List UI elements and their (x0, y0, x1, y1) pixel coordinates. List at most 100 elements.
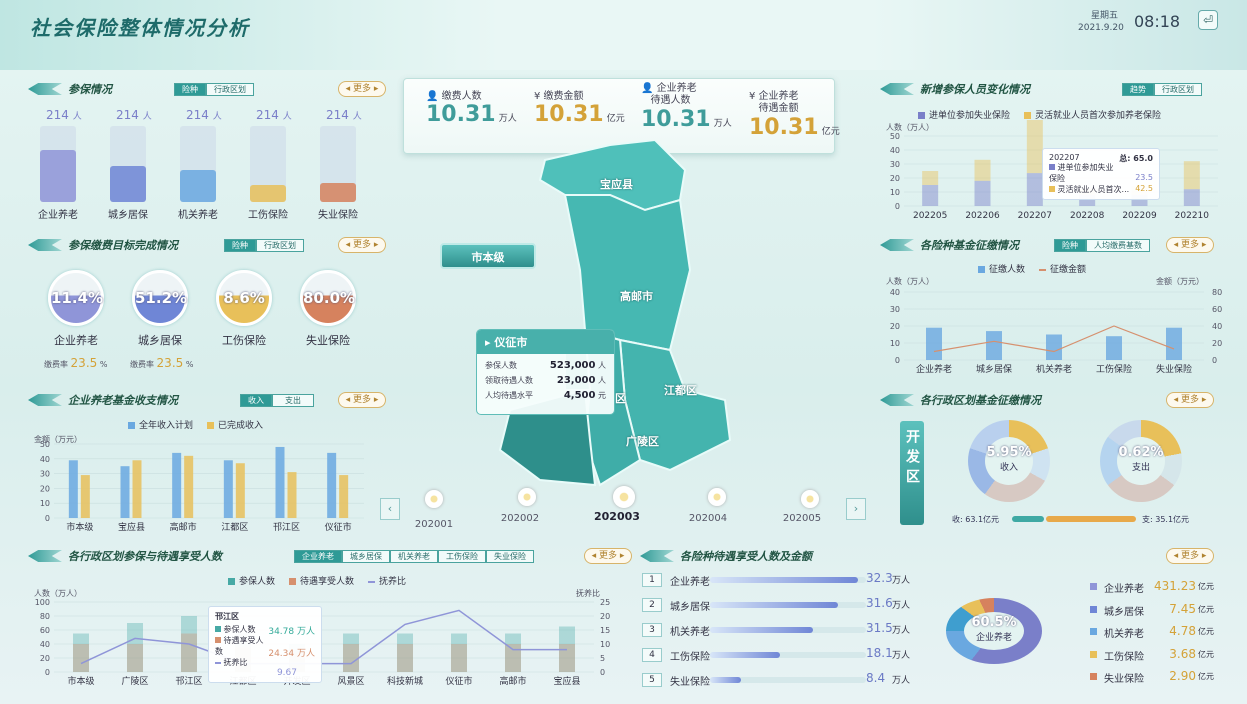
tab-insurance-type[interactable]: 险种 (1054, 239, 1086, 252)
cylinder-fill (110, 165, 146, 202)
more-button[interactable]: ◂ 更多 ▸ (338, 392, 386, 408)
timeline-prev-button[interactable]: ‹ (380, 498, 400, 520)
bar (1131, 194, 1148, 206)
section-title: 参保缴费目标完成情况 (68, 239, 178, 252)
timeline-item-active[interactable]: 202003 (594, 510, 640, 523)
tick-label: 0 (600, 668, 605, 677)
target-label: 工伤保险 (222, 334, 266, 347)
benefit-row[interactable]: 4 工伤保险 18.1 万人 (640, 646, 920, 663)
amount-item: 机关养老 4.78 亿元 (1090, 624, 1220, 640)
tick-label: 10 (890, 188, 900, 197)
district-side-tag[interactable]: 开发区 (900, 421, 924, 525)
district-enrollment-chart: 人数（万人） 抚养比 0 0 20 5 40 10 60 15 80 20 100 25 市本级 广陵区 邗江区… (34, 588, 610, 687)
cylinder-fill (250, 185, 286, 202)
target-circle[interactable]: 51.2% (132, 270, 188, 326)
section-arrow-icon (28, 394, 62, 406)
enrollment-value: 214 人 (326, 108, 362, 122)
row-unit: 万人 (892, 601, 911, 611)
tab-insurance-type[interactable]: 险种 (224, 239, 256, 252)
tick-label: 80 (40, 612, 50, 621)
benefit-row[interactable]: 3 机关养老 31.5 万人 (640, 621, 920, 638)
tab-district[interactable]: 行政区划 (206, 83, 254, 96)
row-fill (710, 652, 781, 658)
x-tick-label: 仪征市 (445, 675, 472, 687)
more-button[interactable]: ◂ 更多 ▸ (1166, 392, 1214, 408)
timeline-item[interactable]: 202001 (414, 519, 454, 530)
benefit-row[interactable]: 5 失业保险 8.4 万人 (640, 671, 920, 688)
enrollment-label: 失业保险 (318, 210, 358, 221)
section-header-fund-collection: 各险种基金征缴情况 险种 人均缴费基数 ◂ 更多 ▸ (880, 236, 1220, 254)
bar (127, 623, 143, 672)
income-donut: 5.95% 收入 (968, 420, 1050, 502)
tick-label: 30 (890, 160, 900, 169)
tick-label: 20 (600, 612, 610, 621)
target-circle[interactable]: 80.0% (300, 270, 356, 326)
row-value: 31.5 (866, 621, 893, 635)
tab-insurance-type[interactable]: 险种 (174, 83, 206, 96)
more-button[interactable]: ◂ 更多 ▸ (1166, 237, 1214, 253)
y-axis-label: 人数（万人） (886, 122, 934, 132)
tick-label: 25 (600, 598, 610, 607)
legend-district: 参保人数 待遇享受人数 抚养比 (228, 574, 406, 587)
bar (1106, 336, 1122, 360)
tab-government[interactable]: 机关养老 (390, 550, 438, 563)
target-circle[interactable]: 8.6% (216, 270, 272, 326)
tab-income[interactable]: 收入 (240, 394, 272, 407)
tab-urban-rural[interactable]: 城乡居保 (342, 550, 390, 563)
bar (1183, 161, 1200, 190)
bar (181, 633, 197, 672)
bar (235, 463, 245, 518)
tab-unemployment[interactable]: 失业保险 (486, 550, 534, 563)
tab-avg-base[interactable]: 人均缴费基数 (1086, 239, 1150, 252)
section-arrow-icon (880, 83, 914, 95)
bar (343, 633, 359, 672)
exit-button[interactable]: ⏎ (1198, 10, 1218, 30)
tab-enterprise-pension[interactable]: 企业养老 (294, 550, 342, 563)
tab-district[interactable]: 行政区划 (256, 239, 304, 252)
city-level-button[interactable]: 市本级 (440, 243, 536, 269)
target-circle[interactable]: 11.4% (48, 270, 104, 326)
stat-payers: 👤 缴费人数 10.31 万人 (426, 91, 517, 127)
x-tick-label: 工伤保险 (1096, 363, 1132, 375)
more-button[interactable]: ◂ 更多 ▸ (338, 81, 386, 97)
x-tick-label: 高邮市 (499, 675, 526, 687)
bar (926, 327, 942, 360)
y-axis-label: 人数（万人） (34, 588, 82, 598)
section-title: 新增参保人员变化情况 (920, 83, 1030, 96)
time-display: 08:18 (1134, 12, 1181, 31)
tab-expense[interactable]: 支出 (272, 394, 314, 407)
timeline-next-button[interactable]: › (846, 498, 866, 520)
section-arrow-icon (880, 394, 914, 406)
tab-injury[interactable]: 工伤保险 (438, 550, 486, 563)
tab-district[interactable]: 行政区划 (1154, 83, 1202, 96)
tab-trend[interactable]: 趋势 (1122, 83, 1154, 96)
tick-label: 20 (40, 654, 50, 663)
timeline-item[interactable]: 202004 (688, 513, 728, 524)
more-button[interactable]: ◂ 更多 ▸ (584, 548, 632, 564)
enrollment-value: 214 人 (116, 108, 152, 122)
section-title: 参保情况 (68, 83, 112, 96)
more-button[interactable]: ◂ 更多 ▸ (1166, 548, 1214, 564)
timeline-item[interactable]: 202005 (782, 513, 822, 524)
pension-fund-chart: 金额（万元） 0 10 20 30 40 50 市本级 宝应县 高邮市 江都区 邗江区 仪征市 (34, 434, 364, 532)
x-tick-label: 宝应县 (118, 521, 145, 532)
enrollment-value: 214 人 (186, 108, 222, 122)
timeline-item[interactable]: 202002 (500, 513, 540, 524)
map-region-gaoyou[interactable] (563, 194, 692, 352)
cylinder-fill (180, 170, 216, 202)
target-label: 失业保险 (306, 334, 350, 347)
rate-1: 缴费率 23.5 % (44, 356, 108, 370)
y-axis-label: 人数（万人） (886, 276, 934, 286)
section-arrow-icon (880, 239, 914, 251)
page-title: 社会保险整体情况分析 (30, 16, 250, 40)
enrollment-label: 机关养老 (178, 210, 218, 221)
benefit-row[interactable]: 2 城乡居保 31.6 万人 (640, 596, 920, 613)
stat-payment-amount: ¥ 缴费金额 10.31 亿元 (534, 91, 625, 127)
tick-label: 0 (45, 668, 50, 677)
amount-item: 失业保险 2.90 亿元 (1090, 669, 1220, 685)
benefit-row[interactable]: 1 企业养老 32.3 万人 (640, 571, 920, 588)
x-tick-label: 科技新城 (387, 675, 423, 687)
more-button[interactable]: ◂ 更多 ▸ (338, 237, 386, 253)
expense-total: 支: 35.1亿元 (1142, 515, 1190, 524)
row-unit: 万人 (892, 651, 911, 661)
